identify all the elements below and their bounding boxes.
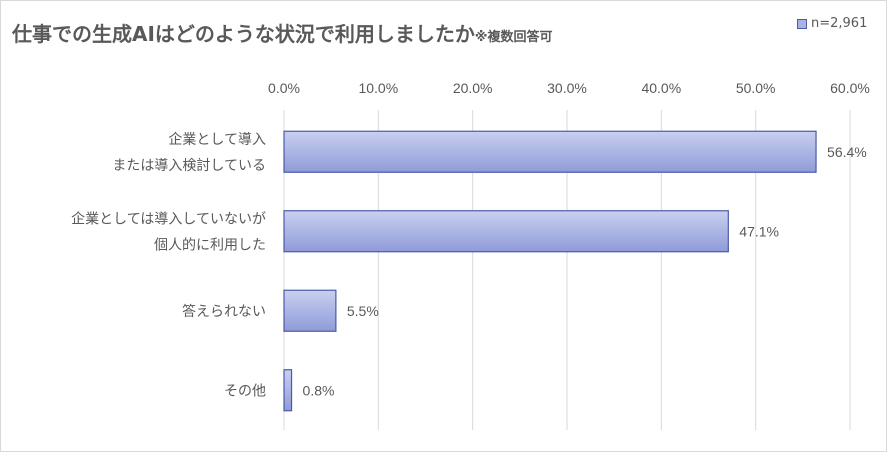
x-tick-label: 60.0% bbox=[830, 80, 870, 96]
x-tick-label: 30.0% bbox=[547, 80, 587, 96]
legend: n=2,961 bbox=[797, 16, 867, 31]
x-tick-label: 0.0% bbox=[268, 80, 300, 96]
x-tick-label: 20.0% bbox=[453, 80, 493, 96]
category-label: または導入検討している bbox=[112, 158, 266, 174]
category-label: 答えられない bbox=[182, 303, 266, 320]
category-label: 企業としては導入していないが bbox=[71, 210, 266, 227]
x-tick-label: 50.0% bbox=[736, 80, 776, 96]
bar bbox=[283, 369, 293, 412]
chart-title-note: ※複数回答可 bbox=[474, 30, 553, 45]
chart-title-main: 仕事での生成AIはどのような状況で利用しましたか bbox=[12, 22, 475, 46]
bar bbox=[283, 289, 337, 332]
data-label: 0.8% bbox=[303, 382, 335, 398]
category-label: 企業として導入 bbox=[168, 131, 266, 148]
data-label: 56.4% bbox=[827, 144, 867, 160]
x-tick-label: 10.0% bbox=[358, 80, 398, 96]
x-tick-label: 40.0% bbox=[641, 80, 681, 96]
category-label: その他 bbox=[224, 383, 266, 399]
data-label: 5.5% bbox=[347, 303, 379, 319]
bar bbox=[283, 130, 817, 173]
chart-title: 仕事での生成AIはどのような状況で利用しましたか※複数回答可 bbox=[12, 18, 553, 47]
legend-label: n=2,961 bbox=[811, 16, 868, 31]
category-label: 個人的に利用した bbox=[154, 237, 266, 253]
bar bbox=[283, 210, 729, 253]
data-label: 47.1% bbox=[739, 223, 779, 239]
legend-swatch bbox=[797, 18, 807, 29]
